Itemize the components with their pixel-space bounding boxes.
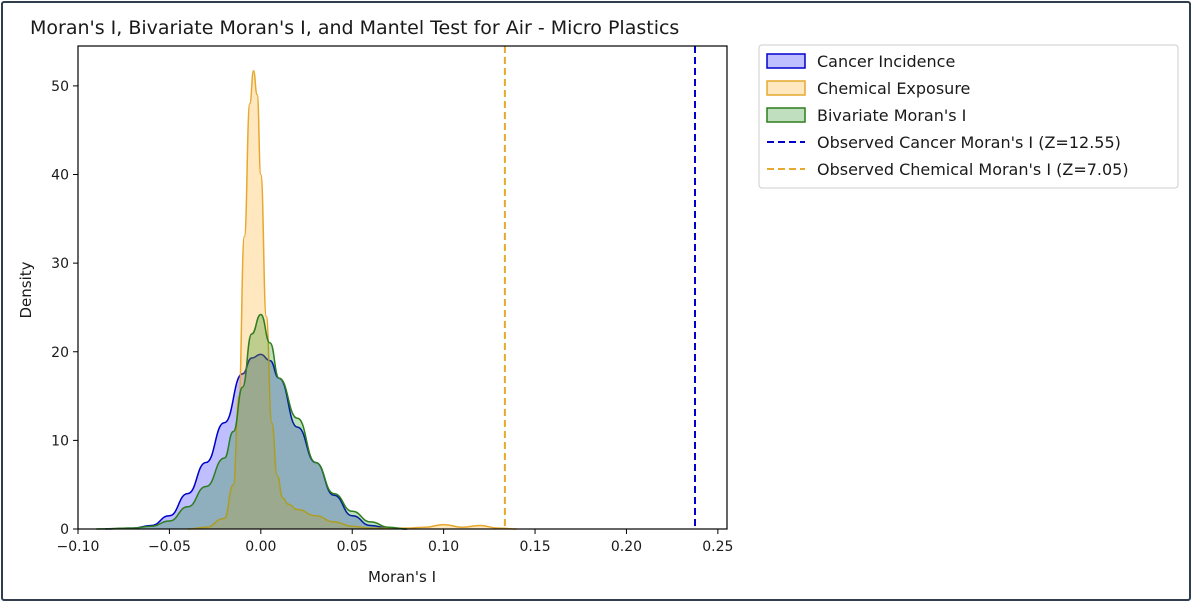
x-tick-label: 0.25 <box>702 539 733 555</box>
y-tick-label: 30 <box>51 256 69 272</box>
kde-area-cancer-incidence <box>105 354 408 529</box>
legend-item-observed-chemical-moran-s-i-z-7-05: Observed Chemical Moran's I (Z=7.05) <box>767 160 1129 179</box>
axes-frame <box>77 45 728 530</box>
legend-swatch <box>766 53 806 69</box>
kde-line-cancer-incidence <box>105 353 408 530</box>
y-tick-label: 20 <box>51 345 69 361</box>
y-tick-label: 50 <box>51 79 69 95</box>
legend-box <box>758 44 1179 189</box>
legend-label: Observed Cancer Moran's I (Z=12.55) <box>817 133 1121 152</box>
y-tick-label: 10 <box>51 433 69 449</box>
legend-item-bivariate-moran-s-i: Bivariate Moran's I <box>766 106 966 125</box>
legend-item-chemical-exposure: Chemical Exposure <box>766 79 970 98</box>
x-axis-label: Moran's I <box>368 568 436 586</box>
legend-item-observed-cancer-moran-s-i-z-12-55: Observed Cancer Moran's I (Z=12.55) <box>767 133 1121 152</box>
x-axis: −0.10 −0.05 0.00 0.05 0.10 0.15 0.20 0.25 <box>57 529 733 555</box>
x-tick-label: 0.15 <box>519 539 550 555</box>
kde-line-bivariate-moran-s-i <box>96 313 408 530</box>
legend: Cancer Incidence Chemical Exposure Bivaria… <box>758 44 1179 189</box>
legend-label: Chemical Exposure <box>817 79 970 98</box>
kde-line-chemical-exposure <box>187 70 517 530</box>
x-tick-label: 0.05 <box>337 539 368 555</box>
legend-label: Observed Chemical Moran's I (Z=7.05) <box>817 160 1129 179</box>
plot-area <box>96 46 697 530</box>
y-axis-label: Density <box>17 261 35 318</box>
x-tick-label: −0.05 <box>148 539 191 555</box>
legend-label: Cancer Incidence <box>817 52 955 71</box>
legend-swatch <box>766 80 806 96</box>
x-tick-label: −0.10 <box>57 539 100 555</box>
y-axis: 0 10 20 30 40 50 <box>51 79 78 538</box>
x-tick-label: 0.20 <box>611 539 642 555</box>
y-tick-label: 0 <box>60 522 69 538</box>
chart-title: Moran's I, Bivariate Moran's I, and Mant… <box>30 17 679 39</box>
legend-item-cancer-incidence: Cancer Incidence <box>766 52 955 71</box>
y-tick-label: 40 <box>51 168 69 184</box>
legend-label: Bivariate Moran's I <box>817 106 966 125</box>
x-tick-label: 0.10 <box>428 539 459 555</box>
legend-swatch <box>766 107 806 123</box>
kde-area-bivariate-moran-s-i <box>96 314 408 529</box>
x-tick-label: 0.00 <box>245 539 276 555</box>
